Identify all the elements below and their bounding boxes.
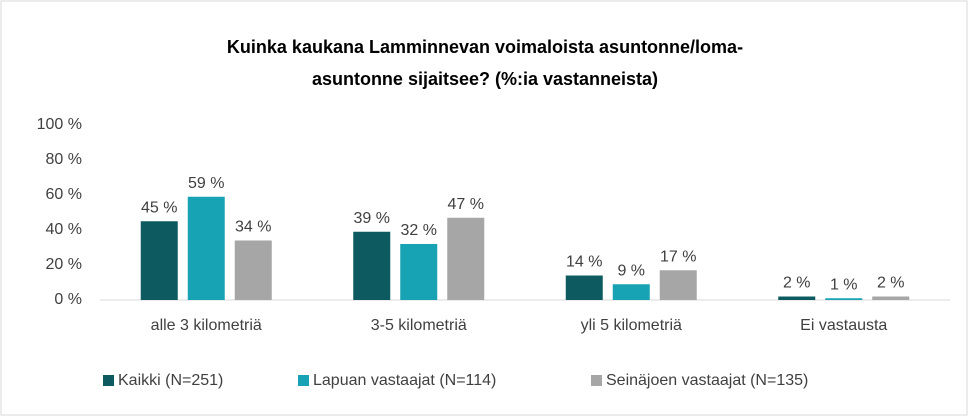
bar xyxy=(659,270,697,300)
data-label: 32 % xyxy=(401,222,437,239)
y-tick-label: 40 % xyxy=(46,221,82,238)
bar xyxy=(612,284,650,300)
y-tick-label: 20 % xyxy=(46,256,82,273)
legend-label: Lapuan vastaajat (N=114) xyxy=(313,372,496,389)
data-label: 2 % xyxy=(877,275,905,292)
x-tick-label: alle 3 kilometriä xyxy=(151,317,262,334)
bar xyxy=(140,221,178,300)
data-label: 1 % xyxy=(830,276,858,293)
bar xyxy=(447,217,485,300)
legend-label: Seinäjoen vastaajat (N=135) xyxy=(606,372,808,389)
legend-swatch xyxy=(298,375,309,386)
bar xyxy=(353,231,391,300)
data-label: 9 % xyxy=(617,262,645,279)
bar xyxy=(565,275,603,300)
bar xyxy=(400,244,438,300)
y-tick-label: 60 % xyxy=(46,186,82,203)
data-label: 2 % xyxy=(783,275,811,292)
bar xyxy=(778,296,816,300)
data-label: 47 % xyxy=(448,196,484,213)
bar xyxy=(825,298,863,300)
data-label: 45 % xyxy=(141,199,177,216)
x-tick-label: yli 5 kilometriä xyxy=(581,317,682,334)
x-tick-label: Ei vastausta xyxy=(800,317,887,334)
legend-swatch xyxy=(591,375,602,386)
data-label: 39 % xyxy=(354,210,390,227)
chart-title: Kuinka kaukana Lamminnevan voimaloista a… xyxy=(227,37,743,57)
data-label: 34 % xyxy=(235,219,271,236)
legend-swatch xyxy=(103,375,114,386)
bar xyxy=(234,240,272,300)
y-tick-label: 80 % xyxy=(46,151,82,168)
data-label: 17 % xyxy=(660,248,696,265)
y-tick-label: 100 % xyxy=(37,116,82,133)
data-label: 14 % xyxy=(566,254,602,271)
bar xyxy=(872,296,910,300)
bar xyxy=(187,196,225,300)
legend-label: Kaikki (N=251) xyxy=(118,372,223,389)
x-tick-label: 3-5 kilometriä xyxy=(371,317,467,334)
y-tick-label: 0 % xyxy=(54,291,82,308)
chart-title: asuntonne sijaitsee? (%:ia vastanneista) xyxy=(312,69,658,89)
data-label: 59 % xyxy=(188,175,224,192)
